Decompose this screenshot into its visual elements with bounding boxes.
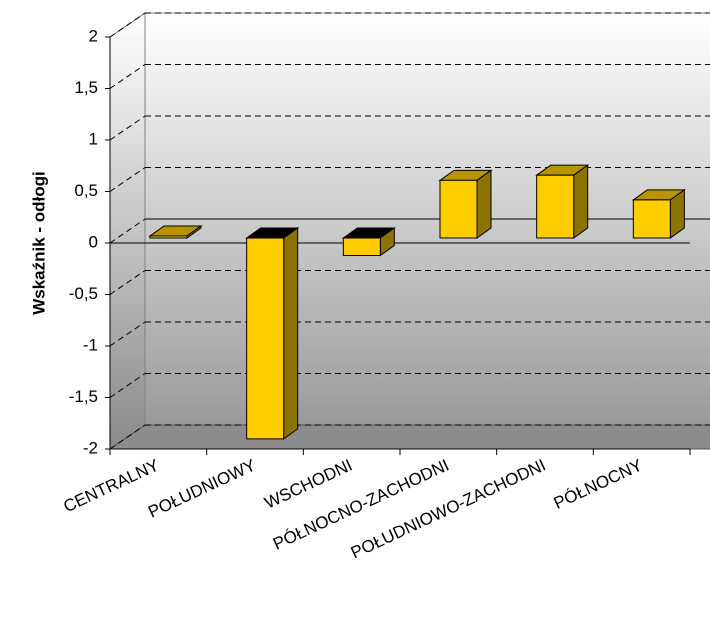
bar [246,237,285,440]
bar-side [476,169,492,239]
grid-line [109,64,146,89]
y-tick-label: -1 [83,335,98,354]
bar [632,199,671,239]
grid-line [109,270,146,295]
y-axis-title: Wskaźnik - odłogi [29,171,48,315]
grid-line [109,424,146,450]
y-tick-label: -1,5 [69,387,98,406]
plot-background [108,12,710,450]
grid-line [109,218,146,244]
grid-line [109,12,146,38]
y-tick-label: 2 [89,26,98,45]
grid-line [109,321,146,347]
y-tick-label: 1 [89,129,98,148]
bar [536,174,575,239]
y-tick-label: 0,5 [74,181,98,200]
x-tick-label: PÓŁNOCNY [551,455,646,513]
y-tick-label: -2 [83,438,98,457]
y-tick-label: -0,5 [69,284,98,303]
grid-line [109,373,146,398]
grid-line [109,167,146,192]
y-tick-label: 1,5 [74,78,98,97]
bar-side [283,227,299,440]
bar [439,179,478,239]
grid-line [109,115,146,141]
bar-side [573,164,589,239]
y-tick-label: 0 [89,232,98,251]
floor [108,424,710,450]
bar [149,235,188,239]
bar [342,237,381,257]
x-tick-label: POŁUDNIOWY [145,455,258,521]
